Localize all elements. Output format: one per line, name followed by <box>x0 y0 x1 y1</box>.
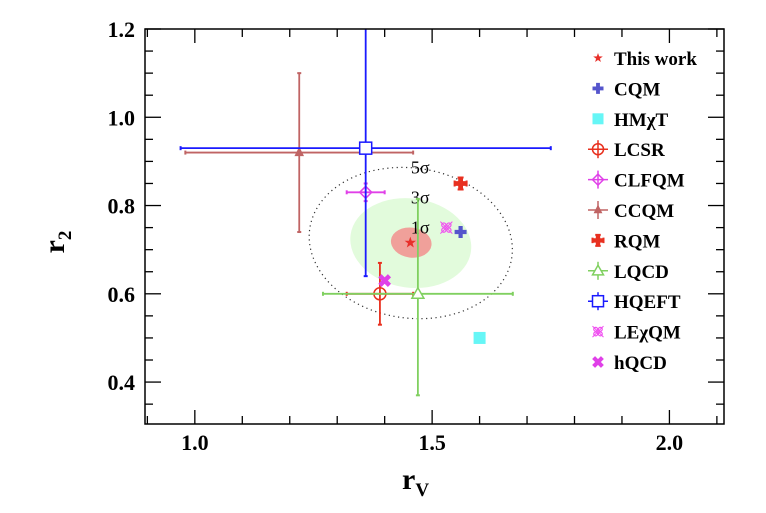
marker-asterisk-open <box>446 227 452 233</box>
marker-asterisk-open <box>440 221 453 234</box>
legend-label: LEχQM <box>614 323 681 344</box>
point-hm-t <box>473 331 486 344</box>
legend-item: LEχQM <box>592 323 681 344</box>
marker-asterisk-open <box>441 222 447 228</box>
legend-item: HQEFT <box>588 292 681 313</box>
marker-asterisk-open <box>446 222 452 228</box>
marker-asterisk-open <box>592 325 604 338</box>
marker-square-filled <box>592 113 604 125</box>
contour-5sigma <box>308 166 513 320</box>
point-le-qm <box>440 221 453 234</box>
legend-label: CQM <box>614 79 661 100</box>
point-lqcd <box>321 197 514 397</box>
y-tick-label: 1.2 <box>108 17 136 42</box>
marker-asterisk-open <box>593 331 599 337</box>
contour-label: 3σ <box>411 187 430 207</box>
marker-triangle-open <box>591 263 605 276</box>
legend-item: CCQM <box>588 201 674 222</box>
y-tick-label: 0.8 <box>108 194 136 219</box>
legend-item: hQCD <box>592 353 667 374</box>
y-tick-label: 0.4 <box>108 370 136 395</box>
legend-label: HMχT <box>614 110 668 131</box>
legend-item: LQCD <box>588 261 669 283</box>
marker-star <box>404 236 416 248</box>
marker-asterisk-open <box>441 227 447 233</box>
point-ccqm <box>184 72 415 234</box>
marker-triangle-filled <box>593 204 603 214</box>
y-axis-label: r2 <box>38 231 76 254</box>
marker-circle-open <box>591 142 605 156</box>
marker-square-filled <box>473 331 486 344</box>
point-this-work <box>404 236 416 248</box>
y-tick-label: 1.0 <box>108 105 136 130</box>
sigma-labels: 5σ 3σ 1σ <box>411 157 430 237</box>
marker-asterisk-open <box>593 326 599 332</box>
legend-label: RQM <box>614 231 661 252</box>
marker-x-bold <box>378 274 392 287</box>
marker-plus <box>592 82 604 94</box>
legend-item: HMχT <box>592 110 668 131</box>
plot-frame <box>144 28 725 425</box>
contour-label: 5σ <box>411 157 430 177</box>
marker-cross-bold <box>591 233 605 247</box>
marker-diamond-open <box>591 173 605 187</box>
marker-cross-bold <box>454 177 467 190</box>
marker-triangle-filled <box>294 146 305 157</box>
marker-asterisk-open <box>597 326 603 332</box>
x-tick-label: 2.0 <box>656 430 684 455</box>
legend-item: CQM <box>592 79 661 100</box>
legend-label: This work <box>614 49 697 70</box>
legend-item: This work <box>593 49 697 70</box>
legend-item: LCSR <box>588 140 665 161</box>
marker-plus <box>454 226 467 239</box>
legend-label: hQCD <box>614 353 667 374</box>
marker-cross-bold <box>592 234 604 246</box>
marker-square-open <box>358 141 373 155</box>
x-axis-label: rV <box>402 463 429 501</box>
x-tick-label: 1.5 <box>418 430 446 455</box>
legend-label: CLFQM <box>614 171 685 192</box>
point-hqcd <box>378 274 392 287</box>
point-hqeft <box>179 29 552 278</box>
legend-label: LQCD <box>614 262 669 283</box>
axis-ticks: 1.0 1.5 2.0 0.4 0.6 0.8 1.0 1.2 <box>108 17 724 455</box>
marker-square-open <box>591 294 605 308</box>
data-points <box>179 29 552 397</box>
legend-item: CLFQM <box>588 170 685 192</box>
marker-star <box>593 53 603 62</box>
legend-label: CCQM <box>614 201 674 222</box>
legend-item: RQM <box>591 231 661 252</box>
marker-triangle-open <box>410 286 426 300</box>
point-cqm <box>454 226 467 239</box>
marker-x-bold <box>592 356 604 368</box>
y-tick-label: 0.6 <box>108 282 136 307</box>
x-tick-label: 1.0 <box>181 430 209 455</box>
legend-label: HQEFT <box>614 292 681 313</box>
marker-cross-bold <box>453 176 468 191</box>
legend-label: LCSR <box>614 140 665 161</box>
contour-label: 1σ <box>411 217 430 237</box>
legend: This work CQM HMχT LCSR CLFQM CCQM RQM LQCD HQEF… <box>588 49 697 374</box>
point-rqm <box>453 176 468 191</box>
marker-asterisk-open <box>597 331 603 337</box>
